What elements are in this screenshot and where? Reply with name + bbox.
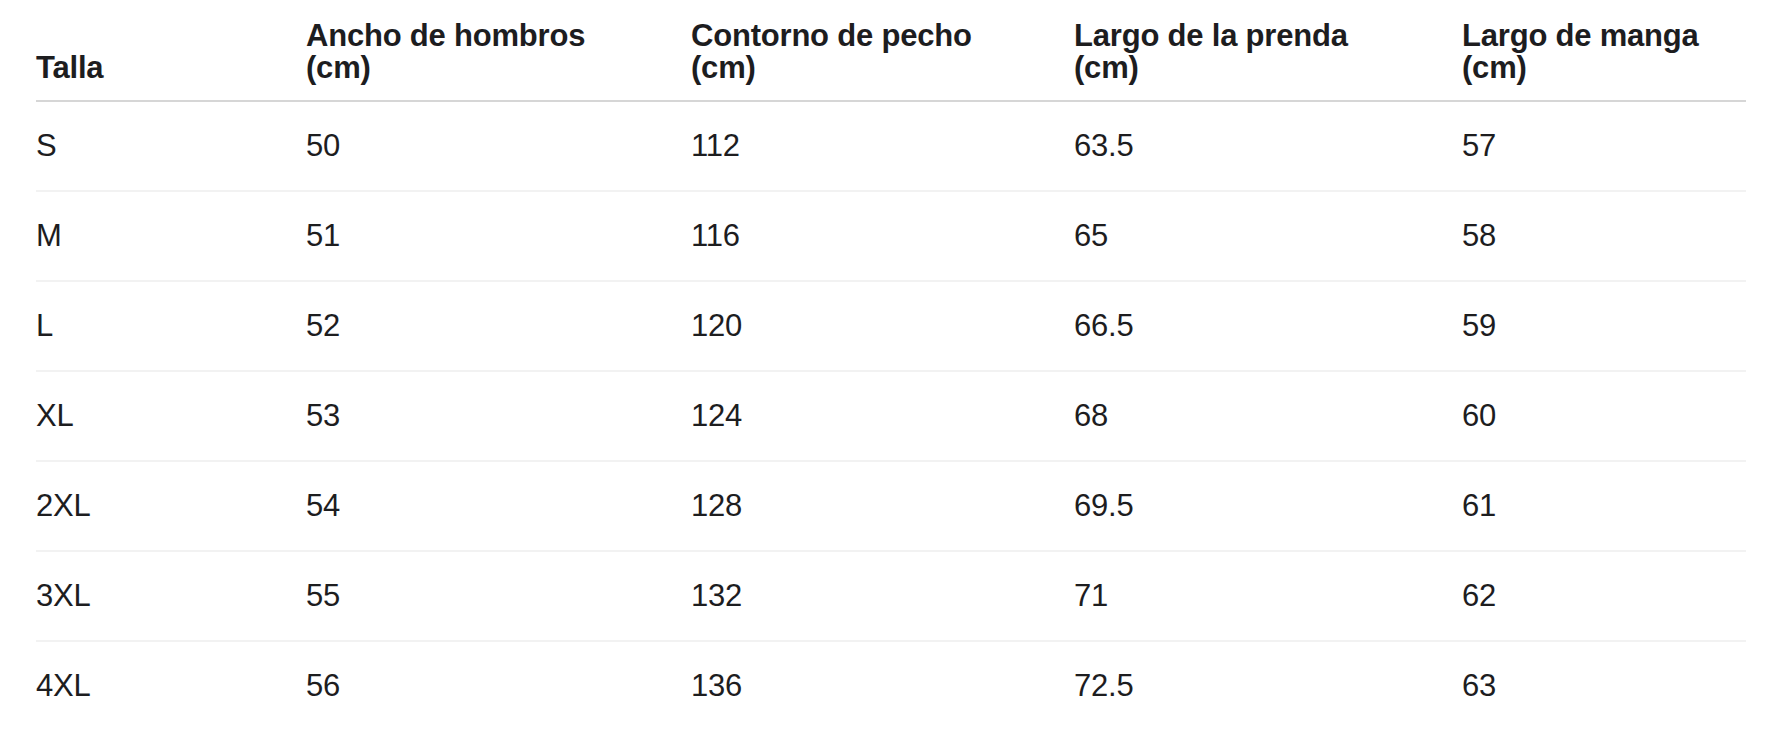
size-cell: XL bbox=[36, 371, 306, 461]
table-row: XL 53 124 68 60 bbox=[36, 371, 1746, 461]
sleeve-cell: 57 bbox=[1462, 101, 1746, 191]
size-cell: L bbox=[36, 281, 306, 371]
chest-cell: 132 bbox=[691, 551, 1074, 641]
shoulder-cell: 52 bbox=[306, 281, 691, 371]
chest-cell: 116 bbox=[691, 191, 1074, 281]
column-header-sleeve: Largo de manga (cm) bbox=[1462, 0, 1746, 101]
size-cell: 4XL bbox=[36, 641, 306, 730]
size-cell: S bbox=[36, 101, 306, 191]
column-header-size: Talla bbox=[36, 0, 306, 101]
sleeve-cell: 63 bbox=[1462, 641, 1746, 730]
length-cell: 69.5 bbox=[1074, 461, 1462, 551]
table-row: S 50 112 63.5 57 bbox=[36, 101, 1746, 191]
shoulder-cell: 54 bbox=[306, 461, 691, 551]
chest-cell: 112 bbox=[691, 101, 1074, 191]
length-cell: 72.5 bbox=[1074, 641, 1462, 730]
table-row: M 51 116 65 58 bbox=[36, 191, 1746, 281]
column-header-shoulder: Ancho de hombros (cm) bbox=[306, 0, 691, 101]
sleeve-cell: 62 bbox=[1462, 551, 1746, 641]
length-cell: 68 bbox=[1074, 371, 1462, 461]
table-row: L 52 120 66.5 59 bbox=[36, 281, 1746, 371]
length-cell: 63.5 bbox=[1074, 101, 1462, 191]
size-chart-section: Talla Ancho de hombros (cm) Contorno de … bbox=[0, 0, 1776, 730]
size-cell: 2XL bbox=[36, 461, 306, 551]
sleeve-cell: 60 bbox=[1462, 371, 1746, 461]
shoulder-cell: 55 bbox=[306, 551, 691, 641]
shoulder-cell: 56 bbox=[306, 641, 691, 730]
size-chart-table: Talla Ancho de hombros (cm) Contorno de … bbox=[36, 0, 1746, 730]
header-row: Talla Ancho de hombros (cm) Contorno de … bbox=[36, 0, 1746, 101]
length-cell: 66.5 bbox=[1074, 281, 1462, 371]
size-cell: 3XL bbox=[36, 551, 306, 641]
shoulder-cell: 50 bbox=[306, 101, 691, 191]
chest-cell: 124 bbox=[691, 371, 1074, 461]
size-cell: M bbox=[36, 191, 306, 281]
table-row: 3XL 55 132 71 62 bbox=[36, 551, 1746, 641]
sleeve-cell: 61 bbox=[1462, 461, 1746, 551]
length-cell: 65 bbox=[1074, 191, 1462, 281]
shoulder-cell: 53 bbox=[306, 371, 691, 461]
chest-cell: 136 bbox=[691, 641, 1074, 730]
chest-cell: 128 bbox=[691, 461, 1074, 551]
column-header-chest: Contorno de pecho (cm) bbox=[691, 0, 1074, 101]
sleeve-cell: 58 bbox=[1462, 191, 1746, 281]
chest-cell: 120 bbox=[691, 281, 1074, 371]
table-row: 4XL 56 136 72.5 63 bbox=[36, 641, 1746, 730]
sleeve-cell: 59 bbox=[1462, 281, 1746, 371]
length-cell: 71 bbox=[1074, 551, 1462, 641]
table-row: 2XL 54 128 69.5 61 bbox=[36, 461, 1746, 551]
column-header-length: Largo de la prenda (cm) bbox=[1074, 0, 1462, 101]
shoulder-cell: 51 bbox=[306, 191, 691, 281]
